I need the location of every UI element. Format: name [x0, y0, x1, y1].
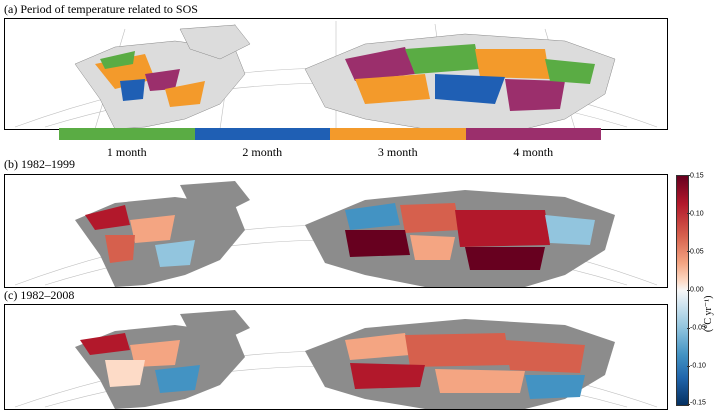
colorbar-tick-label: -0.10: [690, 362, 706, 370]
panel-a-map-svg: [14, 21, 658, 129]
colorbar-tick-mark: [687, 366, 690, 367]
colorbar-tick-label: 0.10: [690, 210, 704, 218]
colorbar-tick-label: 0.00: [690, 286, 704, 294]
trend-pixels: [85, 203, 595, 270]
panel-a-title: (a) Period of temperature related to SOS: [4, 2, 198, 16]
colorbar-tick-label: 0.05: [690, 248, 704, 256]
colorbar-tick-label: 0.15: [690, 172, 704, 180]
panel-a-map: [4, 18, 668, 130]
legend-label-3-month: 3 month: [377, 145, 418, 159]
colorbar-tick-mark: [687, 175, 690, 176]
legend-swatch-3-month: [330, 128, 466, 140]
colorbar-unit-label: (°C yr⁻¹): [703, 295, 714, 332]
panel-c-map-svg: [14, 310, 658, 409]
panel-c-title: (c) 1982–2008: [4, 288, 75, 302]
legend-swatch-1-month: [59, 128, 195, 140]
colorbar-tick-mark: [687, 251, 690, 252]
legend-label-2-month: 2 month: [242, 145, 283, 159]
colorbar-tick-mark: [687, 290, 690, 291]
period-pixels: [95, 44, 595, 111]
panel-b-map-svg: [14, 181, 658, 287]
panel-b-map: [4, 174, 668, 288]
colorbar-tick-mark: [687, 328, 690, 329]
panel-b-title: (b) 1982–1999: [4, 157, 75, 171]
legend-label-1-month: 1 month: [106, 145, 147, 159]
colorbar-tick-label: -0.15: [690, 399, 706, 407]
panel-c-map: [4, 304, 668, 410]
period-legend-labels: 1 month 2 month 3 month 4 month: [59, 145, 601, 160]
period-legend-bar: [59, 128, 601, 140]
trend-pixels: [80, 333, 585, 399]
legend-swatch-4-month: [465, 128, 601, 140]
colorbar-tick-label: -0.05: [690, 324, 706, 332]
legend-label-4-month: 4 month: [513, 145, 554, 159]
colorbar-tick-mark: [687, 213, 690, 214]
legend-swatch-2-month: [194, 128, 330, 140]
colorbar-tick-mark: [687, 404, 690, 405]
